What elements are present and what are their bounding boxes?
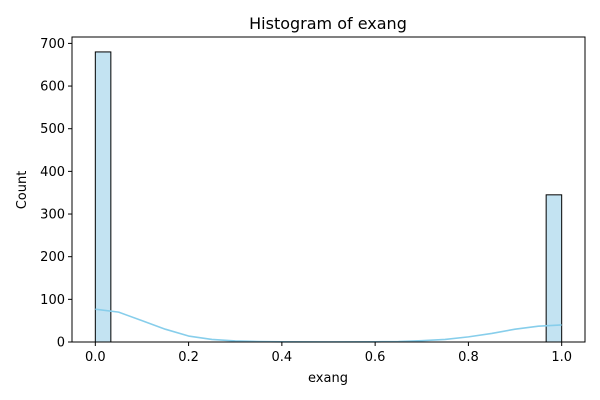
plot-frame — [71, 36, 586, 343]
chart-title: Histogram of exang — [249, 14, 407, 33]
y-tick-label: 600 — [40, 80, 65, 95]
x-tick-label: 1.0 — [551, 350, 572, 365]
y-tick-label: 100 — [40, 293, 65, 308]
histogram-bar-2 — [545, 194, 563, 343]
x-tick-label: 0.8 — [458, 350, 479, 365]
x-tick-label: 0.6 — [365, 350, 386, 365]
y-tick-label: 700 — [40, 37, 65, 52]
y-tick-label: 400 — [40, 165, 65, 180]
histogram-bar-1 — [94, 51, 112, 343]
x-axis-label: exang — [308, 371, 348, 386]
x-tick-label: 0.4 — [272, 350, 293, 365]
x-tick-label: 0.2 — [178, 350, 199, 365]
y-tick-label: 200 — [40, 250, 65, 265]
plot-area — [71, 36, 586, 343]
x-tick-label: 0.0 — [85, 350, 106, 365]
y-axis: 0 100 200 300 400 500 600 700 — [40, 37, 72, 351]
y-tick-label: 0 — [57, 336, 65, 351]
y-tick-label: 300 — [40, 208, 65, 223]
y-axis-label: Count — [15, 171, 30, 210]
x-axis: 0.0 0.2 0.4 0.6 0.8 1.0 — [85, 342, 572, 365]
y-tick-label: 500 — [40, 122, 65, 137]
